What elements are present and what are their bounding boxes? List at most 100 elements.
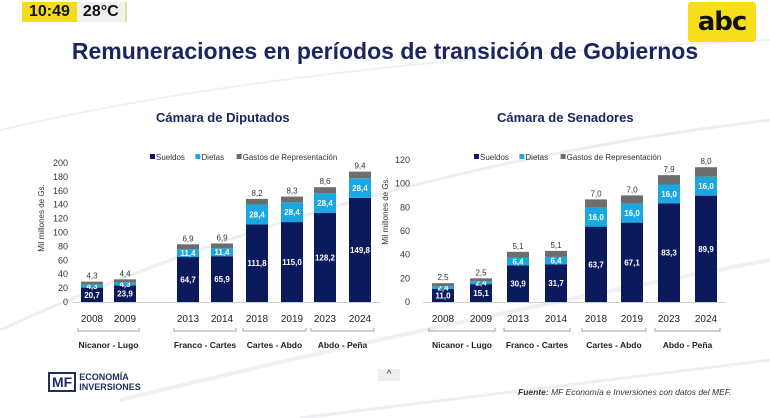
x-tick-label: 2008 <box>81 314 104 325</box>
bar-data-label: 11,4 <box>214 248 230 257</box>
x-tick-label: 2018 <box>585 314 608 325</box>
bar-segment-sueldos <box>507 265 529 302</box>
bar-segment-dietas <box>621 203 643 223</box>
bar-segment-gastos <box>246 198 268 205</box>
bar-segment-gastos <box>621 195 643 204</box>
x-tick-label: 2023 <box>658 314 681 325</box>
y-tick-label: 100 <box>53 228 68 238</box>
legend-swatch <box>236 154 242 159</box>
bar-segment-gastos <box>281 196 303 203</box>
group-label: Abdo - Peña <box>318 340 368 350</box>
bar-data-label: 6,4 <box>550 257 562 266</box>
bar-segment-sueldos <box>81 287 103 302</box>
x-tick-label: 2013 <box>177 314 200 325</box>
bar-data-label: 64,7 <box>180 276 196 285</box>
bar-segment-dietas <box>314 193 336 213</box>
bar-data-label: 16,0 <box>661 190 677 199</box>
bar-segment-dietas <box>211 248 233 257</box>
bar-data-label: 4,3 <box>86 282 98 291</box>
bar-data-label: 20,7 <box>84 291 100 300</box>
status-bar: 10:49 28°C <box>22 2 127 22</box>
bar-data-label: 7,0 <box>626 185 638 194</box>
y-tick-label: 0 <box>405 297 410 307</box>
y-tick-label: 0 <box>63 297 68 307</box>
bar-segment-gastos <box>658 175 680 185</box>
bar-data-label: 16,0 <box>698 182 714 191</box>
abc-logo: abc <box>688 2 756 42</box>
chart-title-senadores: Cámara de Senadores <box>497 110 634 125</box>
scroll-up-button[interactable]: ^ <box>378 369 400 381</box>
bar-data-label: 6,9 <box>216 233 228 242</box>
bar-data-label: 8,3 <box>286 187 298 196</box>
x-tick-label: 2019 <box>281 314 304 325</box>
source-label: Fuente: <box>518 387 549 397</box>
bar-data-label: 28,4 <box>317 199 333 208</box>
y-tick-label: 120 <box>53 214 68 224</box>
bar-segment-gastos <box>114 279 136 283</box>
bar-segment-sueldos <box>585 226 607 302</box>
bar-data-label: 7,0 <box>590 189 602 198</box>
y-tick-label: 120 <box>395 155 410 165</box>
mf-logo: MF ECONOMÍA INVERSIONES <box>48 372 141 392</box>
bar-segment-sueldos <box>281 222 303 302</box>
y-tick-label: 20 <box>400 273 410 283</box>
group-bracket <box>310 328 375 332</box>
bar-data-label: 5,1 <box>550 241 562 250</box>
bar-data-label: 8,2 <box>251 189 263 198</box>
clock: 10:49 <box>22 2 77 22</box>
group-bracket <box>173 328 237 332</box>
bar-segment-gastos <box>585 199 607 208</box>
bar-data-label: 11,0 <box>435 291 451 300</box>
bar-data-label: 128,2 <box>315 253 336 262</box>
x-tick-label: 2009 <box>114 314 137 325</box>
bar-data-label: 23,9 <box>117 290 133 299</box>
group-bracket <box>428 328 496 332</box>
x-tick-label: 2014 <box>211 314 234 325</box>
bar-segment-gastos <box>314 187 336 194</box>
bar-data-label: 8,0 <box>700 157 712 166</box>
source-note: Fuente: MF Economía e Inversiones con da… <box>518 387 731 397</box>
bar-data-label: 28,4 <box>249 210 265 219</box>
group-label: Nicanor - Lugo <box>432 340 492 350</box>
bar-data-label: 149,8 <box>350 246 371 255</box>
bar-data-label: 6,4 <box>512 258 524 267</box>
bar-segment-dietas <box>695 176 717 196</box>
bar-segment-sueldos <box>349 197 371 302</box>
y-tick-label: 40 <box>58 269 68 279</box>
legend-label: Sueldos <box>156 153 185 162</box>
bar-segment-sueldos <box>621 222 643 302</box>
group-label: Abdo - Peña <box>663 340 713 350</box>
group-label: Franco - Cartes <box>174 340 237 350</box>
bar-data-label: 28,4 <box>284 208 300 217</box>
legend-swatch <box>474 154 479 159</box>
y-tick-label: 80 <box>400 202 410 212</box>
bar-data-label: 89,9 <box>698 245 714 254</box>
bar-segment-gastos <box>470 278 492 282</box>
group-bracket <box>503 328 571 332</box>
y-axis-label: Mil millones de Gs. <box>381 177 390 245</box>
bar-segment-sueldos <box>432 288 454 302</box>
group-label: Cartes - Abdo <box>586 340 641 350</box>
group-bracket <box>242 328 307 332</box>
y-tick-label: 100 <box>395 179 410 189</box>
group-label: Nicanor - Lugo <box>79 340 139 350</box>
x-tick-label: 2008 <box>432 314 455 325</box>
bar-segment-sueldos <box>246 224 268 302</box>
bar-segment-dietas <box>507 257 529 266</box>
bar-data-label: 2,4 <box>475 279 487 288</box>
x-tick-label: 2014 <box>545 314 568 325</box>
bar-data-label: 16,0 <box>624 209 640 218</box>
bar-segment-dietas <box>545 256 567 265</box>
bar-data-label: 2,5 <box>475 268 487 277</box>
x-tick-label: 2019 <box>621 314 644 325</box>
bar-data-label: 4,4 <box>119 269 131 278</box>
bar-data-label: 83,3 <box>661 249 677 258</box>
source-text: MF Economía e Inversiones con datos del … <box>548 387 732 397</box>
bar-segment-dietas <box>114 282 136 286</box>
bar-segment-gastos <box>177 244 199 250</box>
bar-segment-dietas <box>349 178 371 198</box>
bar-segment-dietas <box>246 204 268 225</box>
legend-swatch <box>560 154 566 159</box>
